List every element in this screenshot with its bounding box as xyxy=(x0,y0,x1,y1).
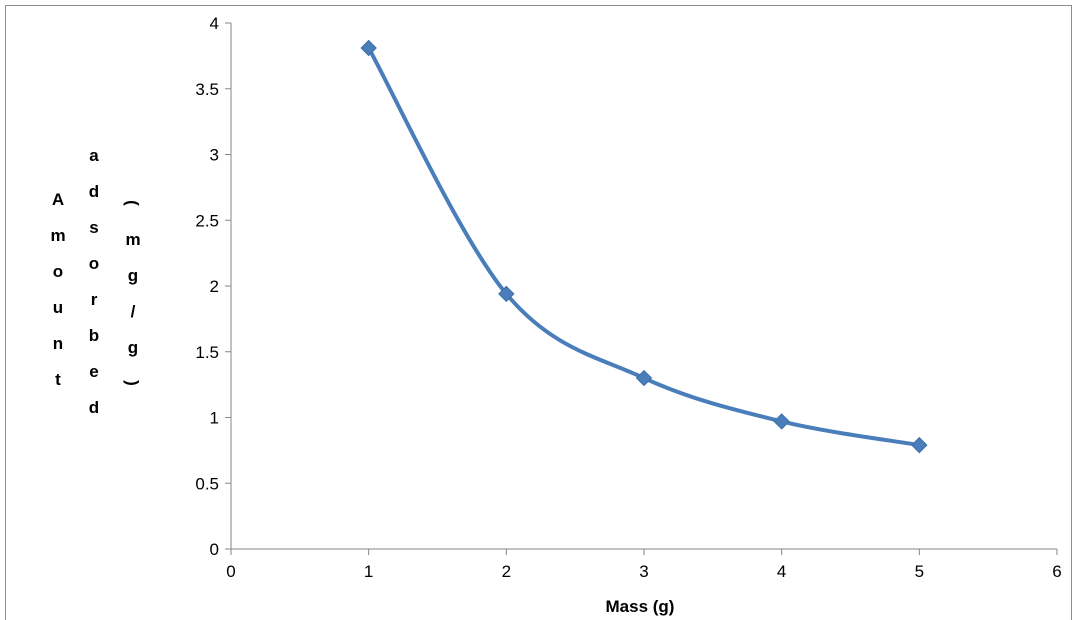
data-point-marker xyxy=(498,285,515,303)
y-axis-title-char: n xyxy=(53,334,63,353)
data-point-marker xyxy=(911,436,928,454)
series-layer xyxy=(360,39,928,454)
y-tick-label: 1 xyxy=(210,409,219,428)
y-tick-label: 4 xyxy=(210,14,219,33)
y-axis: 0 0.5 1 1.5 2 2.5 3 3.5 4 xyxy=(195,14,232,559)
y-axis-title-char: t xyxy=(55,370,61,389)
y-axis-title-char: m xyxy=(50,226,65,245)
y-tick-label: 0 xyxy=(210,540,219,559)
y-axis-title-char: / xyxy=(131,302,136,321)
y-axis-title-char: m xyxy=(125,230,140,249)
y-axis-title-char: g xyxy=(128,266,138,285)
y-axis-title-char: u xyxy=(53,298,63,317)
x-axis-title: Mass (g) xyxy=(606,597,675,616)
x-tick-label: 0 xyxy=(226,562,235,581)
y-axis-title-char: d xyxy=(89,398,99,417)
x-tick-label: 2 xyxy=(502,562,511,581)
x-tick-label: 1 xyxy=(364,562,373,581)
y-tick-label: 2.5 xyxy=(195,211,219,230)
x-tick-label: 3 xyxy=(639,562,648,581)
y-axis-title-char: s xyxy=(89,218,98,237)
y-axis-title-char: g xyxy=(128,338,138,357)
x-tick-label: 4 xyxy=(777,562,786,581)
x-tick-label: 5 xyxy=(915,562,924,581)
data-point-marker xyxy=(635,369,653,387)
y-tick-label: 1.5 xyxy=(195,343,219,362)
y-tick-label: 0.5 xyxy=(195,474,219,493)
x-axis: 0 1 2 3 4 5 6 xyxy=(226,548,1062,581)
y-axis-title-char: r xyxy=(91,290,98,309)
y-axis-title-char: A xyxy=(52,190,64,209)
y-axis-title-char: b xyxy=(89,326,99,345)
y-axis-title-char: ) xyxy=(123,380,142,386)
y-axis-title-char: ( xyxy=(123,200,142,206)
series-line xyxy=(366,47,920,448)
y-axis-title-char: a xyxy=(89,146,99,165)
y-tick-label: 3 xyxy=(210,146,219,165)
data-point-marker xyxy=(773,413,790,430)
y-axis-title-char: o xyxy=(53,262,63,281)
chart-frame xyxy=(5,5,1072,620)
y-axis-title-char: e xyxy=(89,362,98,381)
y-axis-title-char: d xyxy=(89,182,99,201)
data-point-marker xyxy=(360,39,377,57)
y-tick-label: 2 xyxy=(210,277,219,296)
y-axis-title-char: o xyxy=(89,254,99,273)
y-tick-label: 3.5 xyxy=(195,80,219,99)
x-tick-label: 6 xyxy=(1052,562,1061,581)
